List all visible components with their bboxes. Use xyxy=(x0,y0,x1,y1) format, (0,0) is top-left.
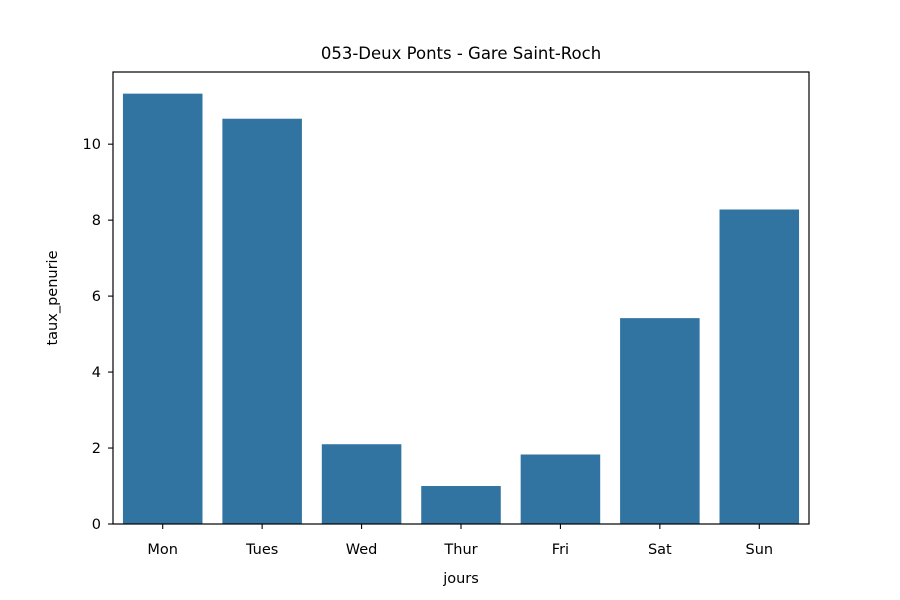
x-tick-label: Wed xyxy=(346,542,378,558)
x-tick-label: Sat xyxy=(648,542,672,558)
y-tick-label: 10 xyxy=(83,137,101,153)
x-axis-label: jours xyxy=(442,571,479,587)
x-tick-label: Tues xyxy=(245,542,278,558)
x-tick-label: Mon xyxy=(147,542,178,558)
y-axis-label: taux_penurie xyxy=(45,250,61,345)
bar-mon xyxy=(122,93,203,524)
bar-fri xyxy=(520,454,601,524)
y-tick-label: 6 xyxy=(92,289,101,305)
bar-thur xyxy=(421,486,501,524)
y-tick-label: 4 xyxy=(92,365,101,381)
x-tick-label: Fri xyxy=(552,542,569,558)
plot-frame xyxy=(112,71,810,525)
y-tick-label: 8 xyxy=(92,213,101,229)
x-tick-label: Thur xyxy=(443,542,477,558)
x-axis-ticks: Mon Tues Wed Thur Fri Sat Sun xyxy=(147,524,773,558)
bar-sun xyxy=(719,209,800,525)
chart-title: 053-Deux Ponts - Gare Saint-Roch xyxy=(321,44,601,63)
bars-group xyxy=(122,93,800,525)
y-tick-label: 2 xyxy=(92,441,101,457)
x-tick-label: Sun xyxy=(745,542,773,558)
bar-tues xyxy=(222,118,302,524)
bar-sat xyxy=(620,318,700,524)
y-axis-ticks: 0 2 4 6 8 10 xyxy=(83,137,113,533)
bar-wed xyxy=(321,444,402,524)
y-tick-label: 0 xyxy=(92,517,101,533)
